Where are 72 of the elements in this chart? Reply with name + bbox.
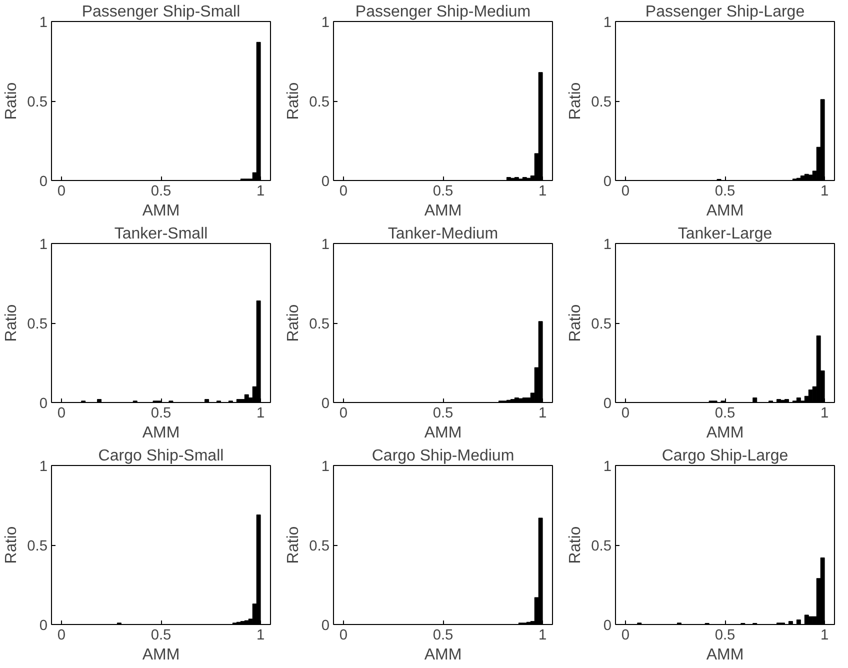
x-tick-label: 0.5 (714, 184, 736, 200)
chart-title: Cargo Ship-Small (98, 448, 224, 464)
x-tick-label: 0.5 (432, 628, 454, 644)
x-tick-label: 0 (339, 628, 348, 644)
y-axis-title: Ratio (285, 82, 302, 120)
y-axis-title: Ratio (285, 526, 302, 564)
x-tick-label: 1 (256, 406, 265, 422)
y-axis-title: Ratio (3, 304, 20, 342)
chart-title: Tanker-Medium (388, 226, 498, 242)
x-tick-label: 0 (621, 184, 630, 200)
y-tick-label: 0.5 (591, 94, 612, 110)
x-tick-label: 1 (820, 184, 829, 200)
y-tick-label: 0.5 (309, 94, 330, 110)
x-axis-title: AMM (706, 646, 744, 664)
x-tick-label: 0.5 (150, 184, 172, 200)
y-axis-title: Ratio (3, 82, 20, 120)
chart-title: Passenger Ship-Medium (355, 4, 531, 20)
y-tick-label: 0.5 (27, 538, 48, 554)
x-tick-label: 1 (256, 184, 265, 200)
x-axis-title: AMM (142, 202, 180, 220)
y-axis-title: Ratio (567, 82, 584, 120)
y-axis-title: Ratio (567, 304, 584, 342)
y-axis-title: Ratio (285, 304, 302, 342)
y-tick-label: 1 (39, 15, 48, 31)
x-tick-label: 0 (339, 184, 348, 200)
y-tick-label: 0.5 (27, 316, 48, 332)
chart-title: Passenger Ship-Large (645, 4, 805, 20)
y-tick-label: 1 (603, 15, 612, 31)
x-axis-title: AMM (142, 646, 180, 664)
y-tick-label: 1 (321, 459, 330, 475)
x-tick-label: 1 (820, 406, 829, 422)
x-tick-label: 1 (256, 628, 265, 644)
x-tick-label: 0.5 (714, 628, 736, 644)
y-tick-label: 0.5 (309, 538, 330, 554)
x-axis-title: AMM (142, 424, 180, 442)
y-tick-label: 1 (603, 237, 612, 253)
x-tick-label: 0.5 (150, 406, 172, 422)
y-tick-label: 1 (39, 237, 48, 253)
x-tick-label: 0.5 (150, 628, 172, 644)
y-tick-label: 0.5 (591, 538, 612, 554)
x-tick-label: 0 (57, 628, 66, 644)
x-axis-title: AMM (706, 424, 744, 442)
x-axis-title: AMM (424, 202, 462, 220)
x-tick-label: 0.5 (432, 406, 454, 422)
x-axis-title: AMM (706, 202, 744, 220)
x-tick-label: 0.5 (432, 184, 454, 200)
chart-title: Cargo Ship-Medium (372, 448, 514, 464)
y-axis-title: Ratio (567, 526, 584, 564)
x-tick-label: 1 (538, 406, 547, 422)
x-tick-label: 0.5 (714, 406, 736, 422)
x-axis-title: AMM (424, 424, 462, 442)
y-axis-title: Ratio (3, 526, 20, 564)
x-tick-label: 1 (820, 628, 829, 644)
x-tick-label: 0 (57, 184, 66, 200)
x-tick-label: 0 (339, 406, 348, 422)
x-tick-label: 1 (538, 184, 547, 200)
chart-title: Tanker-Small (114, 226, 208, 242)
chart-title: Passenger Ship-Small (82, 4, 240, 20)
y-tick-label: 1 (321, 237, 330, 253)
x-axis-title: AMM (424, 646, 462, 664)
x-tick-label: 1 (538, 628, 547, 644)
y-tick-label: 0.5 (591, 316, 612, 332)
y-tick-label: 1 (321, 15, 330, 31)
chart-title: Tanker-Large (678, 226, 772, 242)
chart-title: Cargo Ship-Large (662, 448, 788, 464)
x-tick-label: 0 (621, 406, 630, 422)
y-tick-label: 1 (39, 459, 48, 475)
x-tick-label: 0 (621, 628, 630, 644)
x-tick-label: 0 (57, 406, 66, 422)
y-tick-label: 0.5 (309, 316, 330, 332)
y-tick-label: 0.5 (27, 94, 48, 110)
y-tick-label: 1 (603, 459, 612, 475)
